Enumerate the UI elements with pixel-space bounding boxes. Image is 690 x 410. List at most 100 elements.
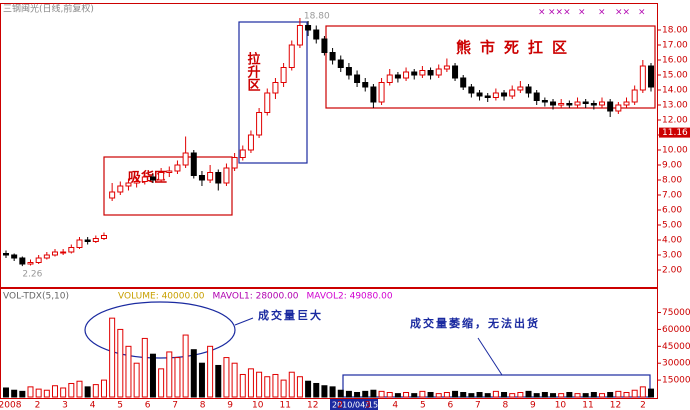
y-tick-label: 60000: [662, 325, 690, 335]
y-tick-label: 15.00: [662, 71, 688, 81]
volume-bar: [141, 337, 148, 398]
candle-body: [125, 182, 132, 187]
y-tick-label: 9.00: [662, 161, 682, 171]
marker: ×: [578, 8, 586, 18]
candle-body: [337, 59, 344, 68]
candle-body: [501, 92, 508, 97]
volume-bar: [247, 368, 254, 398]
x-tick-label: 2: [640, 401, 646, 410]
candle-body: [623, 101, 630, 106]
volume-bar: [198, 362, 205, 398]
volume-bar: [239, 373, 246, 398]
marker: ×: [598, 8, 606, 18]
volume-panel: [0, 288, 658, 399]
candle-body: [599, 101, 606, 106]
candle-body: [264, 92, 271, 113]
candle-body: [631, 89, 638, 103]
candle-body: [3, 253, 9, 256]
markers: × ××× × × ×× ×: [538, 8, 646, 18]
volume-bar: [517, 391, 524, 398]
candle-body: [411, 71, 418, 76]
volume-bar: [574, 393, 581, 398]
y-tick-label: 16.00: [662, 56, 688, 66]
volume-bar: [370, 389, 377, 398]
y-tick-label: 4.00: [662, 236, 682, 246]
x-tick-label: 8: [200, 401, 206, 410]
volume-bar: [362, 390, 369, 398]
volume-bar: [648, 388, 654, 398]
candle-body: [378, 82, 385, 103]
volume-bar: [509, 393, 516, 398]
annotation: 熊市死扛区: [456, 39, 576, 57]
volume-bar: [386, 391, 393, 398]
volume-bar: [615, 390, 622, 398]
volume-bar: [182, 334, 189, 398]
candle-body: [280, 67, 287, 83]
volume-bar: [149, 353, 156, 398]
candle-body: [166, 170, 173, 173]
volume-bar: [501, 391, 508, 398]
volume-bar: [272, 373, 279, 398]
volume-bar: [337, 389, 344, 398]
volume-bar: [460, 391, 467, 398]
candle-body: [648, 65, 654, 88]
candle-body: [443, 65, 450, 70]
y-tick-label: 12.00: [662, 116, 688, 126]
x-tick-label: 4: [90, 401, 96, 410]
candle-body: [427, 70, 434, 76]
candle-body: [256, 112, 263, 136]
volume-bar: [452, 390, 459, 398]
y-tick-label: 17.00: [662, 41, 688, 51]
price-panel: [0, 3, 658, 288]
candle-body: [11, 254, 18, 259]
x-tick-label: 9: [227, 401, 233, 410]
volume-bar: [125, 345, 132, 398]
x-tick-label: 9: [530, 401, 536, 410]
candle-body: [639, 65, 646, 91]
volume-bar: [60, 387, 67, 398]
candle-body: [582, 101, 589, 104]
candle-body: [215, 172, 222, 184]
volume-bar: [566, 391, 573, 398]
y-tick-label: 10.00: [662, 146, 688, 156]
volume-bar: [109, 317, 116, 398]
y-tick-label: 15000: [662, 376, 690, 386]
volume-bar: [607, 391, 614, 398]
y-tick-label: 6.00: [662, 206, 682, 216]
volume-legend: MAVOL1: 28000.00: [213, 292, 299, 302]
annotation: 成交量萎缩，无法出货: [410, 316, 540, 330]
candle-body: [476, 92, 483, 97]
volume-bar: [411, 393, 418, 398]
volume-bar: [19, 390, 26, 398]
candle-body: [182, 152, 189, 166]
pull-up-box: [238, 21, 308, 164]
volume-bar: [321, 385, 328, 398]
candle-body: [133, 181, 140, 184]
volume-bar: [190, 349, 197, 398]
x-tick-label: 10: [252, 401, 264, 410]
y-tick-label: 14.00: [662, 86, 688, 96]
low-label: 2.26: [22, 270, 42, 280]
candle-body: [492, 92, 499, 98]
candle-body: [354, 74, 361, 83]
volume-bar: [264, 376, 271, 398]
volume-bar: [35, 388, 42, 398]
y-tick-label: 30000: [662, 359, 690, 369]
candle-body: [43, 254, 50, 259]
candle-body: [362, 82, 369, 88]
candle-body: [190, 152, 197, 176]
x-tick-label: 6: [447, 401, 453, 410]
x-tick-label: 2: [35, 401, 41, 410]
volume-bar: [158, 368, 165, 398]
volume-bar: [51, 385, 58, 398]
candle-body: [533, 92, 540, 101]
volume-bar: [231, 362, 238, 398]
candle-body: [68, 247, 75, 253]
candle-body: [525, 86, 532, 94]
volume-bar: [166, 351, 173, 398]
accumulation-box: [103, 156, 233, 216]
volume-bar: [550, 393, 557, 398]
candle-body: [509, 89, 516, 97]
volume-bar: [296, 376, 303, 398]
